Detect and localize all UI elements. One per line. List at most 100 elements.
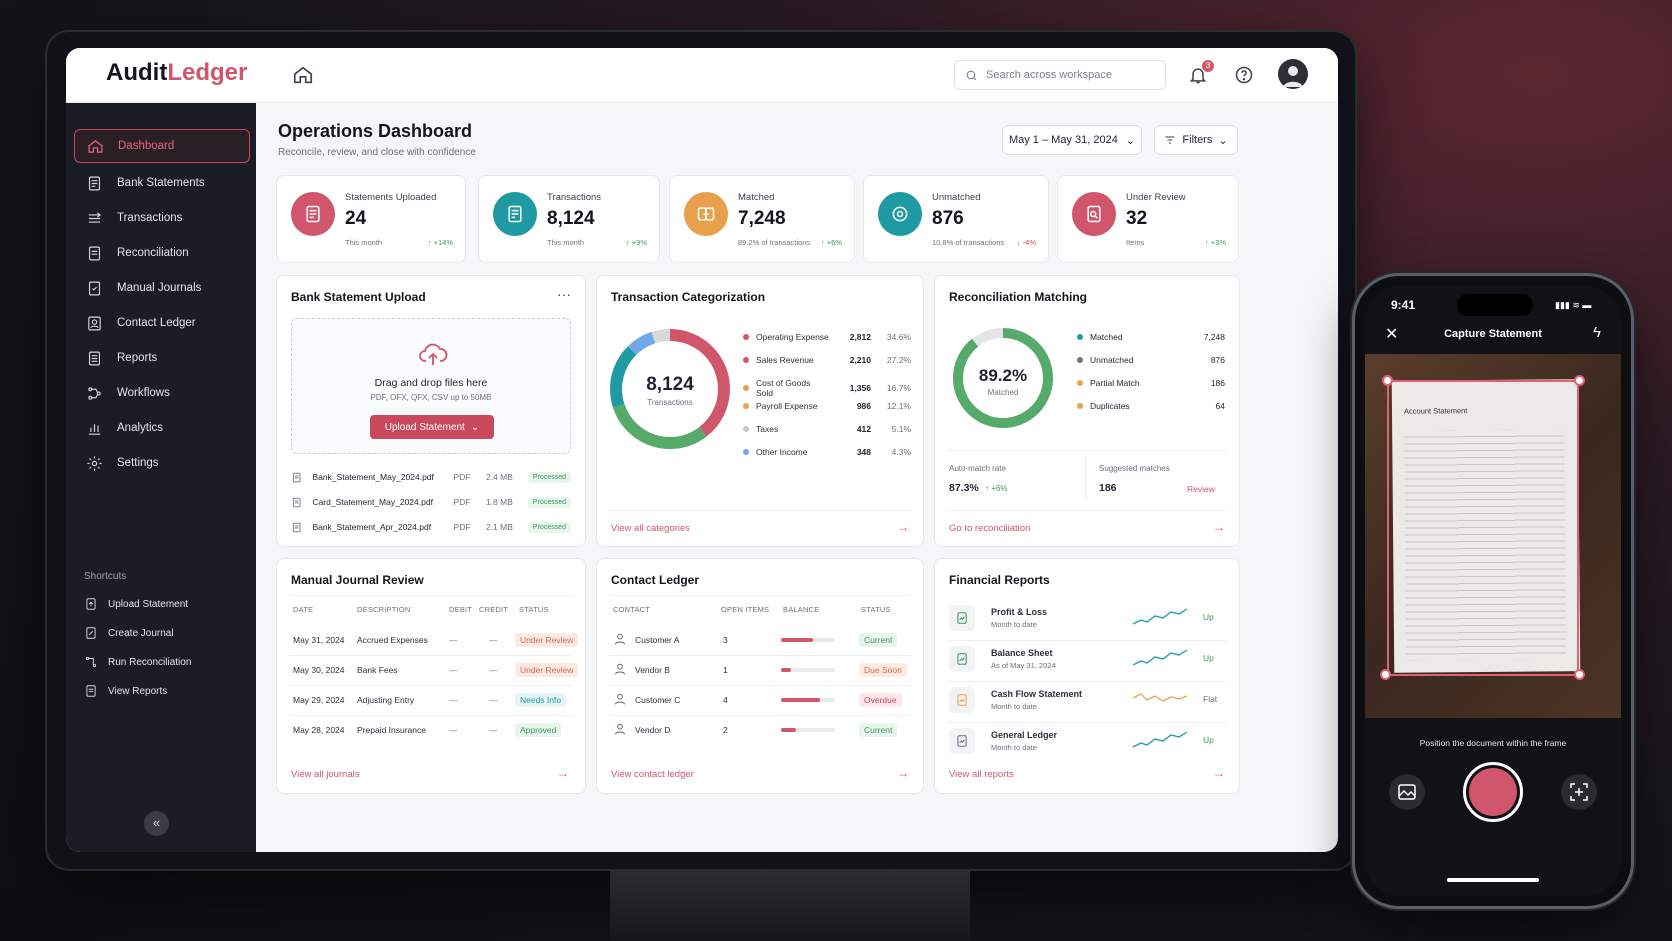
report-trend: Up	[1203, 653, 1214, 663]
date-range-select[interactable]: May 1 – May 31, 2024 ⌄	[1002, 125, 1142, 155]
sidebar-item-bank-statements[interactable]: Bank Statements	[74, 166, 250, 200]
kpi-label: Under Review	[1126, 192, 1186, 203]
kpi-card-statements-uploaded[interactable]: Statements Uploaded 24 This month ↑ +14%	[276, 175, 466, 263]
arrow-right-icon[interactable]: →	[1213, 520, 1225, 534]
arrow-right-icon[interactable]: →	[897, 520, 909, 534]
status-badge[interactable]: Current	[859, 723, 898, 737]
go-to-reconciliation-link[interactable]: Go to reconciliation	[949, 523, 1031, 534]
shutter-button[interactable]	[1463, 762, 1523, 822]
legend-dot	[1077, 403, 1083, 409]
close-icon[interactable]: ✕	[1385, 326, 1399, 343]
match-status-value: 876	[1210, 355, 1225, 365]
file-row[interactable]: Card_Statement_May_2024.pdf PDF 1.8 MB Proc…	[291, 493, 571, 511]
sidebar-item-dashboard[interactable]: Dashboard	[74, 129, 250, 163]
sidebar-item-manual-journals[interactable]: Manual Journals	[74, 271, 250, 305]
bell-icon[interactable]	[1188, 65, 1208, 85]
category-row[interactable]: Taxes 412 5.1%	[743, 424, 911, 434]
status-badge[interactable]: Current	[859, 633, 898, 647]
crop-handle[interactable]	[1574, 669, 1585, 680]
view-all-journals-link[interactable]: View all journals	[291, 769, 360, 780]
sidebar-item-reports[interactable]: Reports	[74, 341, 250, 375]
category-row[interactable]: Other Income 348 4.3%	[743, 447, 911, 457]
status-badge[interactable]: Approved	[515, 723, 562, 737]
sidebar-item-reconciliation[interactable]: Reconciliation	[74, 236, 250, 270]
shortcut-upload-statement[interactable]: Upload Statement	[84, 597, 188, 611]
kpi-card-transactions[interactable]: Transactions 8,124 This month ↑ +9%	[478, 175, 660, 263]
sidebar-item-label: Transactions	[117, 212, 183, 224]
journal-credit: —	[489, 725, 498, 735]
report-name[interactable]: Cash Flow Statement	[991, 689, 1083, 699]
gallery-button[interactable]	[1389, 774, 1425, 810]
report-name[interactable]: General Ledger	[991, 730, 1058, 740]
kpi-card-matched[interactable]: Matched 7,248 89.2% of transactions ↑ +6%	[669, 175, 855, 263]
status-badge[interactable]: Overdue	[859, 693, 902, 707]
upload-statement-button[interactable]: Upload Statement ⌄	[370, 415, 494, 439]
match-status-name: Partial Match	[1090, 378, 1140, 388]
filters-button[interactable]: Filters ⌄	[1154, 125, 1238, 155]
kpi-label: Transactions	[547, 192, 602, 203]
sidebar-item-transactions[interactable]: Transactions	[74, 201, 250, 235]
crop-frame[interactable]	[1387, 380, 1579, 676]
avatar[interactable]	[1278, 59, 1308, 89]
contact-name[interactable]: Customer A	[635, 635, 680, 645]
report-icon	[949, 605, 975, 631]
contact-name[interactable]: Vendor B	[635, 665, 670, 675]
file-row[interactable]: Bank_Statement_Apr_2024.pdf PDF 2.1 MB Proc…	[291, 518, 571, 536]
kpi-card-unmatched[interactable]: Unmatched 876 10.8% of transactions ↓ -4%	[863, 175, 1049, 263]
status-badge: Processed	[527, 521, 571, 533]
shortcut-create-journal[interactable]: Create Journal	[84, 626, 174, 640]
file-type: PDF	[453, 472, 471, 482]
sparkline	[1132, 608, 1189, 631]
report-name[interactable]: Balance Sheet	[991, 648, 1053, 658]
shortcut-view-reports[interactable]: View Reports	[84, 684, 167, 698]
sidebar-item-workflows[interactable]: Workflows	[74, 376, 250, 410]
journal-debit: —	[449, 665, 458, 675]
review-link[interactable]: Review	[1187, 484, 1215, 494]
view-all-categories-link[interactable]: View all categories	[611, 523, 691, 534]
status-badge[interactable]: Under Review	[515, 633, 579, 647]
category-row[interactable]: Operating Expense 2,812 34.6%	[743, 332, 911, 342]
arrow-right-icon[interactable]: →	[897, 766, 909, 780]
sidebar-item-contact-ledger[interactable]: Contact Ledger	[74, 306, 250, 340]
divider	[609, 510, 911, 511]
suggested-matches-label: Suggested matches	[1099, 464, 1170, 473]
category-row[interactable]: Sales Revenue 2,210 27.2%	[743, 355, 911, 365]
category-percent: 16.7%	[886, 383, 911, 393]
crop-handle[interactable]	[1382, 375, 1393, 386]
sidebar-item-settings[interactable]: Settings	[74, 446, 250, 480]
app-logo[interactable]: AuditLedger	[106, 59, 247, 87]
category-name: Other Income	[756, 447, 808, 457]
view-contact-ledger-link[interactable]: View contact ledger	[611, 769, 694, 780]
view-all-reports-link[interactable]: View all reports	[949, 769, 1014, 780]
match-rate-ring-chart	[953, 328, 1053, 428]
status-badge[interactable]: Due Soon	[859, 663, 907, 677]
drop-zone[interactable]: Drag and drop files here PDF, OFX, QFX, …	[291, 318, 571, 454]
more-icon[interactable]: ···	[557, 286, 571, 302]
category-row[interactable]: Cost of Goods Sold 1,356 16.7%	[743, 378, 911, 398]
file-row[interactable]: Bank_Statement_May_2024.pdf PDF 2.4 MB Proc…	[291, 468, 571, 486]
reconciliation-matching-card: Reconciliation Matching 89.2% Matched Ma…	[934, 275, 1240, 547]
category-row[interactable]: Payroll Expense 986 12.1%	[743, 401, 911, 411]
status-badge[interactable]: Needs Info	[515, 693, 567, 707]
crop-handle[interactable]	[1574, 375, 1585, 386]
status-badge[interactable]: Under Review	[515, 663, 579, 677]
kpi-card-under-review[interactable]: Under Review 32 Items ↑ +3%	[1057, 175, 1239, 263]
search-input[interactable]: Search across workspace	[954, 60, 1166, 90]
contact-name[interactable]: Customer C	[635, 695, 681, 705]
crop-handle[interactable]	[1380, 669, 1391, 680]
shortcut-run-reconciliation[interactable]: Run Reconciliation	[84, 655, 191, 669]
home-icon[interactable]	[292, 64, 314, 86]
arrow-right-icon[interactable]: →	[557, 766, 569, 780]
shortcut-label: Run Reconciliation	[108, 656, 192, 668]
journal-description: Adjusting Entry	[357, 695, 415, 705]
report-name[interactable]: Profit & Loss	[991, 607, 1048, 617]
scan-mode-button[interactable]	[1561, 774, 1597, 810]
journal-date: May 30, 2024	[293, 665, 345, 675]
contact-name[interactable]: Vendor D	[635, 725, 671, 735]
collapse-sidebar-button[interactable]: «	[144, 811, 169, 836]
help-icon[interactable]	[1234, 65, 1254, 85]
flash-icon[interactable]: ϟ	[1593, 324, 1601, 341]
sidebar-item-analytics[interactable]: Analytics	[74, 411, 250, 445]
kpi-subtext: 10.8% of transactions	[932, 238, 1005, 247]
arrow-right-icon[interactable]: →	[1213, 766, 1225, 780]
